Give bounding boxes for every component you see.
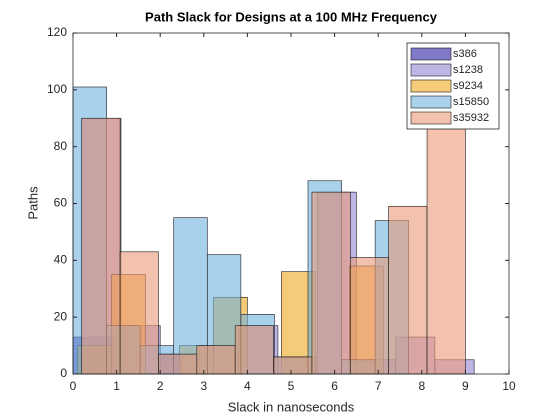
legend-swatch: [410, 63, 452, 77]
legend-swatch: [410, 111, 452, 125]
x-tick-label: 4: [244, 379, 251, 393]
y-tick-label: 40: [54, 253, 68, 267]
x-axis-label: Slack in nanoseconds: [228, 399, 355, 414]
x-tick-label: 5: [288, 379, 295, 393]
histogram-bar: [119, 251, 159, 375]
legend-label: s35932: [453, 112, 489, 124]
x-tick-label: 8: [418, 379, 425, 393]
y-tick-label: 100: [47, 82, 67, 96]
legend-label: s1238: [453, 64, 483, 76]
x-tick-label: 10: [502, 379, 516, 393]
y-tick-label: 120: [47, 25, 67, 39]
histogram-bar: [273, 356, 313, 375]
histogram-bar: [158, 353, 198, 375]
legend-swatch: [410, 47, 452, 61]
y-tick-label: 0: [60, 366, 67, 380]
legend-label: s9234: [453, 80, 483, 92]
legend-swatch: [410, 95, 452, 109]
x-tick-label: 9: [462, 379, 469, 393]
legend-swatch: [410, 79, 452, 93]
x-tick-label: 6: [331, 379, 338, 393]
y-tick-label: 80: [54, 139, 68, 153]
x-tick-label: 3: [200, 379, 207, 393]
histogram-bar: [234, 325, 274, 375]
histogram-bar: [81, 117, 121, 375]
y-axis-label: Paths: [25, 186, 40, 220]
x-tick-label: 1: [113, 379, 120, 393]
chart-title: Path Slack for Designs at a 100 MHz Freq…: [145, 9, 438, 24]
histogram-bar: [349, 257, 389, 375]
x-tick-label: 0: [70, 379, 77, 393]
x-tick-label: 2: [157, 379, 164, 393]
legend-label: s15850: [453, 96, 489, 108]
legend-label: s386: [453, 48, 477, 60]
histogram-bar: [388, 206, 428, 375]
y-tick-label: 20: [54, 309, 68, 323]
y-tick-label: 60: [54, 196, 68, 210]
histogram-bar: [311, 191, 351, 375]
histogram-bar: [196, 345, 236, 375]
x-tick-label: 7: [375, 379, 382, 393]
histogram-bar: [426, 89, 466, 375]
